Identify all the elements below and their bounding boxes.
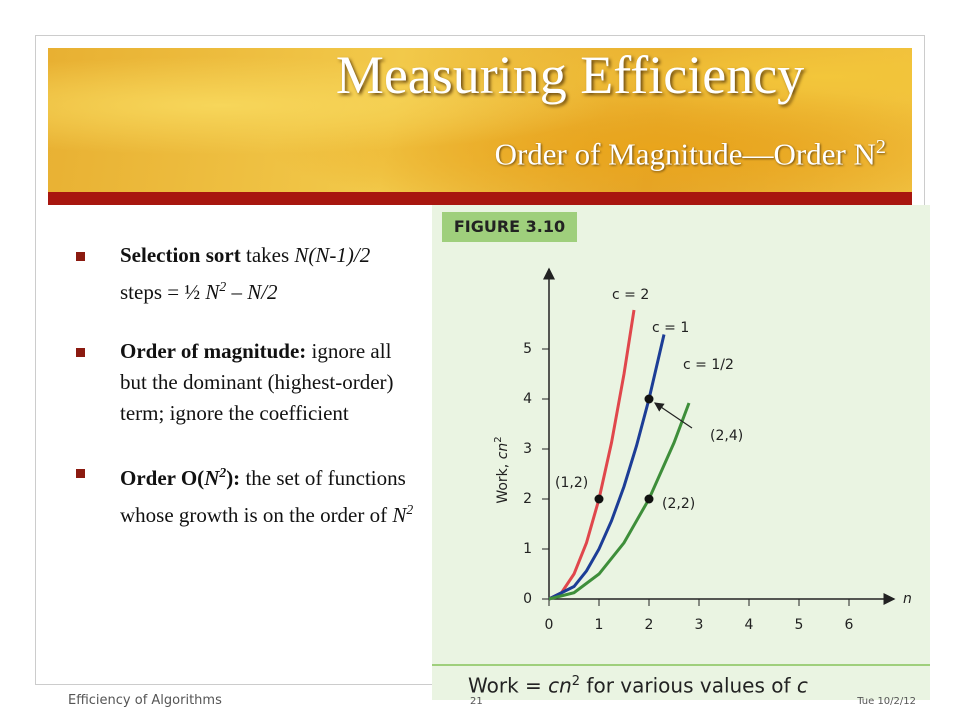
text-run: steps = ½ <box>120 280 206 304</box>
text-run: Order of magnitude: <box>120 339 307 363</box>
text-run: N(N-1)/2 <box>294 243 371 267</box>
text-run: ): <box>226 466 241 490</box>
x-tick-label: 5 <box>795 617 804 633</box>
text-run: Work = <box>468 673 549 698</box>
y-tick-label: 1 <box>523 541 532 557</box>
point-label: (2,2) <box>662 496 695 512</box>
figure-label: FIGURE 3.10 <box>442 212 577 242</box>
figure-panel <box>432 205 930 700</box>
text-run: the set of functions whose growth is on … <box>120 466 406 527</box>
curve <box>548 402 691 601</box>
text-run: 2 <box>493 436 504 442</box>
x-tick-label: 3 <box>695 617 704 633</box>
text-run: Selection sort <box>120 243 241 267</box>
curve-label: c = 2 <box>612 287 649 303</box>
point <box>644 494 654 504</box>
figure-caption: Work = cn2 for various values of c <box>432 664 930 698</box>
text-run: Order of Magnitude—Order N <box>494 136 876 172</box>
text-run: ignore all but the dominant (highest-ord… <box>120 339 394 425</box>
slide-title: Measuring Efficiency <box>335 45 805 105</box>
y-tick-label: 3 <box>523 441 532 457</box>
bullet: Order O(N2): the set of functions whose … <box>72 457 417 531</box>
text-run: Order O( <box>120 466 205 490</box>
bullet: Selection sort takes N(N-1)/2 steps = ½ … <box>72 240 417 308</box>
text-run: takes <box>240 243 295 267</box>
page-number: 21 <box>470 696 483 707</box>
y-tick-label: 5 <box>523 341 532 357</box>
point-label: (1,2) <box>555 475 588 491</box>
y-tick-label: 4 <box>523 391 532 407</box>
x-axis-label: n <box>903 591 912 607</box>
footer-title: Efficiency of Algorithms <box>68 693 222 708</box>
text-run: 2 <box>875 136 886 158</box>
slide-subtitle: Order of Magnitude—Order N2 <box>495 136 886 172</box>
text-run: N <box>204 466 220 490</box>
text-run: 2 <box>219 279 227 294</box>
curve <box>548 309 636 601</box>
x-tick-label: 2 <box>645 617 654 633</box>
title-banner <box>48 48 912 192</box>
bullet: Order of magnitude: ignore all but the d… <box>72 336 417 429</box>
point <box>644 394 654 404</box>
text-run: N <box>392 503 407 527</box>
text-run: N <box>205 280 220 304</box>
x-tick-label: 6 <box>845 617 854 633</box>
x-tick-label: 1 <box>595 617 604 633</box>
text-run: 2 <box>571 674 581 689</box>
footer-date: Tue 10/2/12 <box>857 696 916 707</box>
text-run: Work, <box>495 459 511 503</box>
text-run: 2 <box>406 502 414 517</box>
x-tick-label: 0 <box>545 617 554 633</box>
callout-arrow <box>654 402 693 429</box>
text-run: 2 <box>219 465 227 480</box>
text-run: – N/2 <box>226 280 278 304</box>
curve-label: c = 1 <box>652 320 689 336</box>
point <box>594 494 604 504</box>
banner-stripe <box>48 192 912 205</box>
y-tick-label: 2 <box>523 491 532 507</box>
text-run: cn <box>548 673 572 698</box>
text-run: c <box>796 673 808 698</box>
y-tick-label: 0 <box>523 591 532 607</box>
text-run: cn <box>495 443 511 460</box>
bullet-list: Selection sort takes N(N-1)/2 steps = ½ … <box>72 240 417 559</box>
text-run: for various values of <box>580 673 797 698</box>
point-label: (2,4) <box>710 428 743 444</box>
y-axis-label: Work, cn2 <box>493 436 512 503</box>
curve-label: c = 1/2 <box>683 357 734 373</box>
curve <box>548 334 666 601</box>
x-tick-label: 4 <box>745 617 754 633</box>
